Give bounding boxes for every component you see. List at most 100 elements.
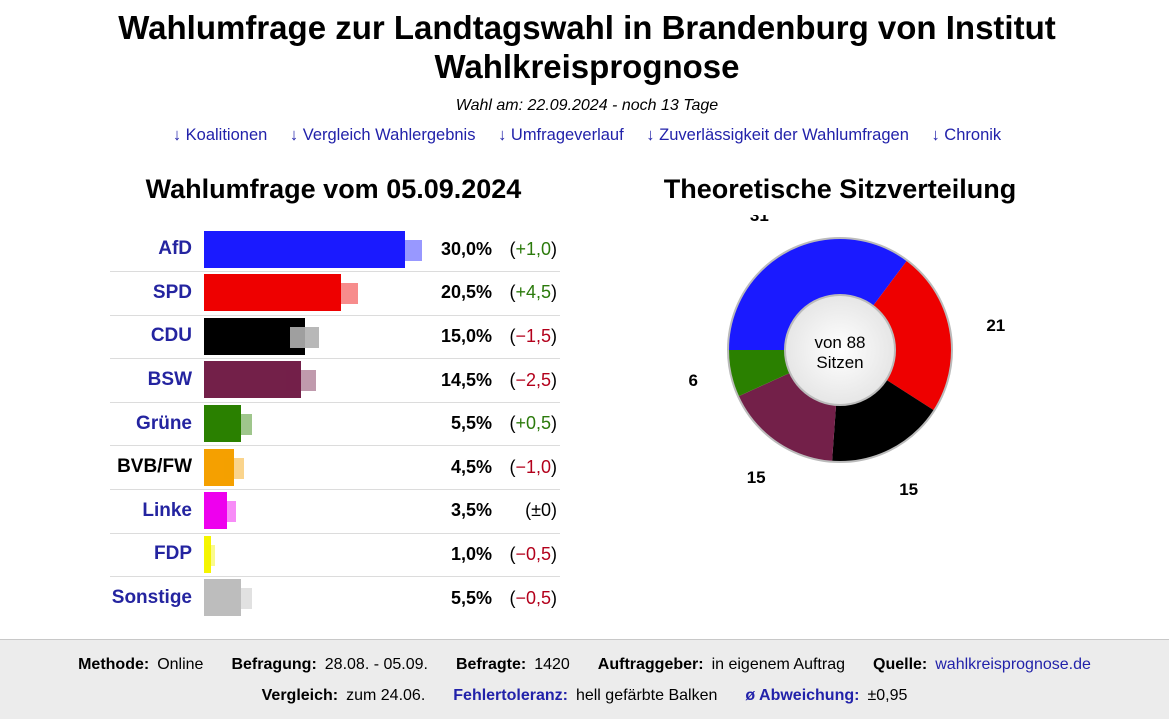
footer-value: in eigenem Auftrag (711, 656, 845, 673)
footer-value: ±0,95 (867, 687, 908, 704)
footer-item-auftraggeber: Auftraggeber: in eigenem Auftrag (598, 656, 845, 674)
seat-slice-bsw (738, 372, 837, 462)
bar-afd (204, 230, 405, 268)
change-label-fdp: (−0,5) (509, 543, 557, 564)
nav-link-zuverlaessigkeit[interactable]: ↓ Zuverlässigkeit der Wahlumfragen (646, 126, 909, 144)
error-band-linke (218, 501, 237, 523)
change-label-bvb-fw: (−1,0) (509, 456, 557, 477)
poll-row-cdu: CDU 15,0% (−1,5) (110, 315, 560, 360)
value-label-gr-ne: 5,5% (450, 413, 492, 434)
section-nav: ↓ Koalitionen ↓ Vergleich Wahlergebnis ↓… (0, 126, 1169, 145)
change-label-afd: (+1,0) (509, 238, 557, 259)
footer-key[interactable]: ø Abweichung: (745, 687, 860, 704)
party-label-bvb-fw: BVB/FW (117, 456, 192, 478)
footer-key: Vergleich: (261, 687, 339, 704)
error-band-bvb-fw (224, 457, 245, 479)
footer-key: Auftraggeber: (597, 656, 704, 673)
donut-center (784, 294, 896, 406)
bar-gr-ne (204, 404, 241, 442)
footer-key: Methode: (78, 656, 150, 673)
footer-value: hell gefärbte Balken (575, 687, 718, 704)
error-band-bsw (286, 370, 316, 392)
nav-link-chronik[interactable]: ↓ Chronik (931, 126, 1002, 144)
footer-item--abweichung: ø Abweichung: ±0,95 (745, 687, 907, 705)
donut-center-label-2: Sitzen (816, 353, 863, 372)
value-label-sonstige: 5,5% (450, 587, 492, 608)
seat-count-gr-ne: 6 (688, 371, 697, 390)
seat-chart-title: Theoretische Sitzverteilung (663, 174, 1017, 204)
footer-item-befragte: Befragte: 1420 (456, 656, 570, 674)
seat-count-afd: 31 (750, 215, 769, 225)
poll-row-bvb-fw: BVB/FW 4,5% (−1,0) (110, 446, 560, 491)
footer-value: Online (157, 656, 204, 673)
page-title: Wahlumfrage zur Landtagswahl in Brandenb… (118, 9, 1056, 85)
footer-value: 28.08. - 05.09. (324, 656, 428, 673)
footer-value: zum 24.06. (346, 687, 426, 704)
value-label-bsw: 14,5% (440, 369, 492, 390)
party-label-cdu[interactable]: CDU (150, 325, 192, 347)
poll-row-gr-ne: Grüne 5,5% (+0,5) (110, 402, 560, 447)
seat-count-spd: 21 (986, 316, 1005, 335)
footer-value: 1420 (534, 656, 570, 673)
footer-item-fehlertoleranz: Fehlertoleranz: hell gefärbte Balken (453, 687, 717, 705)
election-date: Wahl am: 22.09.2024 - noch 13 Tage (455, 97, 719, 114)
party-label-afd[interactable]: AfD (158, 238, 192, 260)
value-label-spd: 20,5% (440, 282, 492, 303)
party-label-gr-ne[interactable]: Grüne (136, 412, 192, 434)
seat-slice-afd (728, 238, 908, 350)
bar-bvb-fw (204, 448, 235, 486)
party-label-fdp[interactable]: FDP (154, 543, 192, 565)
footer-item-methode: Methode: Online (78, 656, 203, 674)
change-label-sonstige: (−0,5) (509, 587, 557, 608)
party-label-bsw[interactable]: BSW (147, 369, 192, 391)
footer-item-quelle: Quelle: wahlkreisprognose.de (873, 656, 1091, 674)
bar-sonstige (204, 579, 241, 617)
donut-center-label-1: von 88 (814, 333, 865, 352)
error-band-sonstige (230, 588, 252, 610)
change-label-gr-ne: (+0,5) (509, 413, 557, 434)
seat-slice-spd (872, 260, 952, 411)
nav-link-vergleich[interactable]: ↓ Vergleich Wahlergebnis (289, 126, 476, 144)
donut-outer-ring (727, 237, 953, 463)
value-label-fdp: 1,0% (450, 543, 492, 564)
footer-key[interactable]: Fehlertoleranz: (453, 687, 568, 704)
poll-row-spd: SPD 20,5% (+4,5) (110, 271, 560, 316)
value-label-afd: 30,0% (440, 238, 492, 259)
footer-info: Methode: Online Befragung: 28.08. - 05.09. B… (0, 639, 1169, 719)
poll-row-afd: AfD 30,0% (+1,0) (110, 228, 560, 273)
nav-link-koalitionen[interactable]: ↓ Koalitionen (172, 126, 268, 144)
poll-row-fdp: FDP 1,0% (−0,5) (110, 533, 560, 578)
footer-value[interactable]: wahlkreisprognose.de (935, 656, 1091, 673)
error-band-spd (324, 283, 359, 305)
party-label-linke[interactable]: Linke (142, 499, 192, 521)
error-band-cdu (289, 326, 320, 348)
footer-key: Befragte: (455, 656, 527, 673)
change-label-cdu: (−1,5) (509, 325, 557, 346)
footer-item-vergleich: Vergleich: zum 24.06. (262, 687, 426, 705)
error-band-gr-ne (230, 413, 252, 435)
footer-item-befragung: Befragung: 28.08. - 05.09. (231, 656, 428, 674)
poll-row-linke: Linke 3,5% (±0) (110, 489, 560, 534)
footer-key: Quelle: (873, 656, 928, 673)
party-label-sonstige[interactable]: Sonstige (111, 587, 192, 609)
bar-fdp (204, 535, 211, 573)
seat-count-cdu: 15 (899, 480, 918, 499)
change-label-spd: (+4,5) (509, 282, 557, 303)
value-label-cdu: 15,0% (440, 325, 492, 346)
poll-row-sonstige: Sonstige 5,5% (−0,5) (110, 576, 560, 620)
bar-bsw (204, 361, 302, 399)
error-band-afd (388, 239, 422, 261)
seat-slice-gr-ne (728, 350, 790, 397)
change-label-linke: (±0) (525, 500, 557, 521)
value-label-linke: 3,5% (450, 500, 492, 521)
seat-count-bsw: 15 (747, 468, 766, 487)
bar-linke (204, 492, 228, 530)
nav-link-umfrageverlauf[interactable]: ↓ Umfrageverlauf (498, 126, 624, 144)
bar-cdu (204, 317, 305, 355)
party-label-spd[interactable]: SPD (152, 281, 192, 303)
footer-key: Befragung: (231, 656, 317, 673)
poll-row-bsw: BSW 14,5% (−2,5) (110, 358, 560, 403)
error-band-fdp (206, 544, 216, 566)
seat-slice-cdu (832, 379, 935, 462)
